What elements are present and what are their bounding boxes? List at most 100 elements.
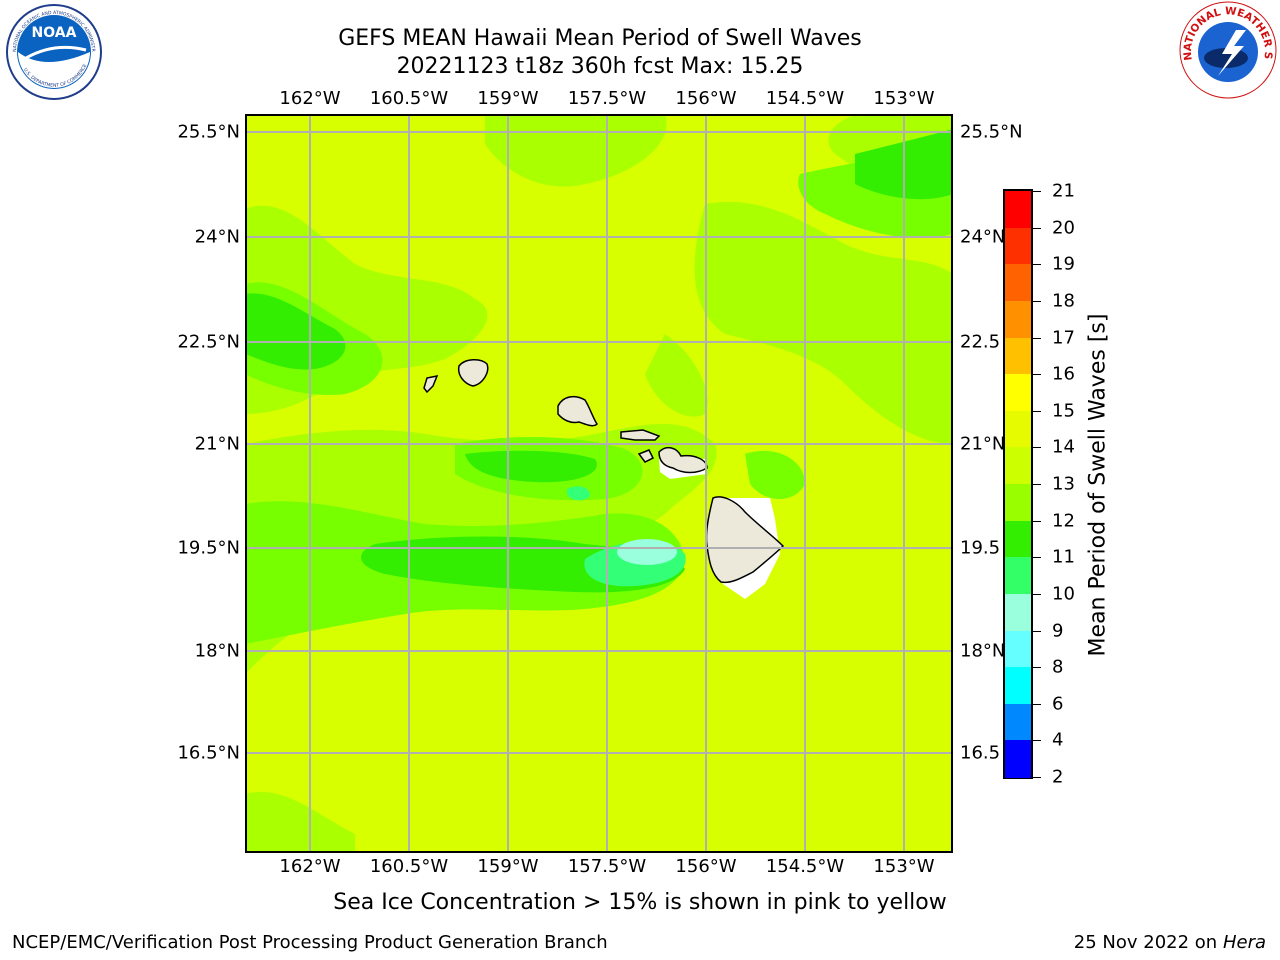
lon-tick-top: 156°W	[675, 88, 737, 109]
lat-tick-right: 19.5	[960, 537, 1001, 559]
colorbar-tick	[1033, 300, 1041, 302]
lat-tick-left: 18°N	[194, 640, 240, 662]
lat-tick-right: 16.5	[960, 742, 1001, 764]
colorbar-segment	[1005, 300, 1031, 338]
footer-credit: NCEP/EMC/Verification Post Processing Pr…	[12, 932, 608, 953]
lat-tick-left: 19.5°N	[177, 537, 240, 559]
colorbar-level-label: 16	[1052, 363, 1075, 385]
colorbar-segment	[1005, 227, 1031, 265]
lon-tick-top: 153°W	[873, 88, 935, 109]
colorbar-tick	[1033, 520, 1041, 522]
colorbar-level-label: 8	[1052, 656, 1064, 678]
colorbar-segment	[1005, 337, 1031, 375]
colorbar-level-label: 18	[1052, 290, 1075, 312]
colorbar-tick	[1033, 667, 1041, 669]
footer-date: 25 Nov 2022 on Hera	[1074, 932, 1266, 953]
lat-tick-left: 16.5°N	[177, 742, 240, 764]
colorbar-segment	[1005, 520, 1031, 558]
colorbar-level-label: 11	[1052, 546, 1075, 568]
lat-tick-right: 25.5°N	[960, 121, 1023, 143]
lon-tick-bottom: 162°W	[279, 856, 341, 877]
lat-tick-right: 24°N	[960, 226, 1006, 248]
lat-tick-right: 18°N	[960, 640, 1006, 662]
colorbar-segment	[1005, 447, 1031, 485]
map-panel	[245, 114, 953, 853]
lon-tick-top: 157.5°W	[567, 88, 647, 109]
colorbar-segment	[1005, 740, 1031, 778]
colorbar-tick	[1033, 410, 1041, 412]
colorbar-tick	[1033, 484, 1041, 485]
colorbar-level-label: 21	[1052, 180, 1075, 202]
colorbar-segment	[1005, 703, 1031, 741]
lon-tick-bottom: 154.5°W	[765, 856, 845, 877]
noaa-logo-wordmark: NOAA	[32, 25, 77, 41]
colorbar-tick	[1033, 374, 1041, 376]
lon-tick-bottom: 159°W	[477, 856, 539, 877]
chart-title: GEFS MEAN Hawaii Mean Period of Swell Wa…	[338, 26, 862, 51]
island-oahu	[557, 395, 598, 427]
colorbar-segment	[1005, 264, 1031, 302]
colorbar-level-label: 2	[1052, 766, 1064, 788]
colorbar-segment	[1005, 630, 1031, 668]
colorbar-tick	[1033, 740, 1041, 742]
colorbar-level-label: 10	[1052, 583, 1075, 605]
lon-tick-top: 154.5°W	[765, 88, 845, 109]
lon-tick-bottom: 157.5°W	[567, 856, 647, 877]
colorbar-tick	[1033, 264, 1041, 266]
colorbar-tick	[1033, 630, 1041, 632]
map-border	[245, 114, 953, 853]
colorbar-segment	[1005, 557, 1031, 595]
colorbar-level-label: 20	[1052, 217, 1075, 239]
colorbar-segment	[1005, 410, 1031, 448]
colorbar-level-label: 9	[1052, 620, 1064, 641]
colorbar-level-label: 12	[1052, 510, 1075, 532]
colorbar-tick	[1033, 557, 1041, 559]
colorbar-tick	[1033, 337, 1041, 339]
lat-tick-left: 21°N	[194, 433, 240, 455]
lon-tick-top: 162°W	[279, 88, 341, 109]
colorbar-level-label: 14	[1052, 436, 1075, 458]
lon-tick-top: 160.5°W	[369, 88, 449, 109]
colorbar-segment	[1005, 593, 1031, 631]
colorbar-segment	[1005, 374, 1031, 412]
colorbar-level-label: 17	[1052, 327, 1075, 348]
colorbar-level-label: 13	[1052, 473, 1075, 495]
colorbar-tick	[1033, 191, 1041, 192]
lon-tick-bottom: 156°W	[675, 856, 737, 877]
lon-tick-top: 159°W	[477, 88, 539, 109]
colorbar-level-label: 15	[1052, 400, 1075, 422]
colorbar-tick	[1033, 703, 1041, 705]
colorbar-segment	[1005, 484, 1031, 522]
lat-tick-left: 25.5°N	[177, 121, 240, 143]
chart-subtitle: 20221123 t18z 360h fcst Max: 15.25	[396, 54, 804, 79]
sea-ice-note: Sea Ice Concentration > 15% is shown in …	[333, 890, 947, 915]
lon-tick-bottom: 160.5°W	[369, 856, 449, 877]
colorbar-level-label: 6	[1052, 693, 1064, 715]
colorbar-tick	[1033, 227, 1041, 229]
colorbar-title: Mean Period of Swell Waves [s]	[1085, 313, 1111, 657]
graticule	[245, 114, 953, 853]
colorbar-segment	[1005, 191, 1031, 229]
nws-logo: NATIONAL WEATHER SERVICE	[1178, 0, 1277, 99]
lat-tick-left: 22.5°N	[177, 331, 240, 353]
lat-tick-right: 21°N	[960, 433, 1006, 455]
colorbar-level-label: 4	[1052, 729, 1064, 751]
field-9-10	[617, 539, 677, 565]
colorbar-tick	[1033, 593, 1041, 595]
footer-host: Hera	[1222, 932, 1266, 953]
colorbar-tick	[1033, 447, 1041, 449]
lat-tick-left: 24°N	[194, 226, 240, 248]
colorbar	[1003, 189, 1033, 779]
swell-period-map	[245, 114, 953, 853]
colorbar-level-label: 19	[1052, 253, 1075, 275]
footer-date-text: 25 Nov 2022 on	[1073, 932, 1218, 953]
colorbar-tick	[1033, 777, 1041, 778]
lat-tick-right: 22.5	[960, 331, 1001, 353]
colorbar-segment	[1005, 667, 1031, 705]
lon-tick-bottom: 153°W	[873, 856, 935, 877]
island-kauai	[457, 359, 489, 387]
island-niihau	[423, 374, 439, 394]
island-lanai	[637, 449, 655, 463]
island-molokai	[620, 429, 661, 441]
noaa-logo: NOAA NATIONAL OCEANIC AND ATMOSPHERIC AD…	[4, 2, 102, 100]
